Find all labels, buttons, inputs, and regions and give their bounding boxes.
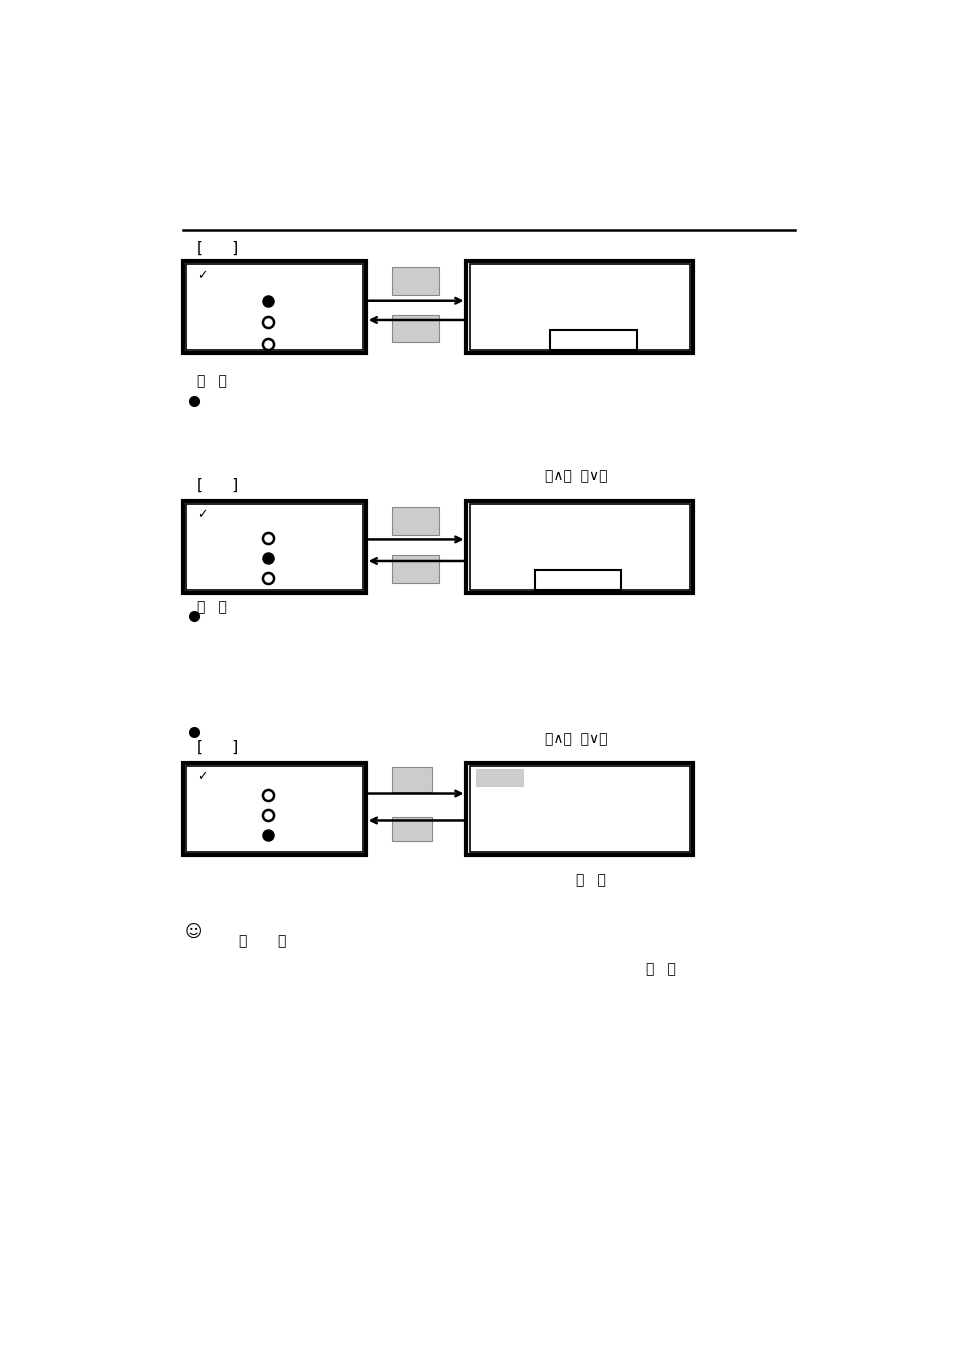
Bar [186, 504, 362, 590]
Bar [534, 570, 620, 590]
Bar [186, 263, 362, 350]
Bar [392, 816, 432, 842]
Bar [466, 763, 692, 855]
Bar [469, 263, 689, 350]
Text: ✓: ✓ [196, 270, 207, 282]
Text: ✓: ✓ [196, 508, 207, 521]
Text: ✓: ✓ [196, 770, 207, 784]
Text: 【   】: 【 】 [645, 962, 676, 975]
Bar [392, 507, 438, 535]
Text: [      ]: [ ] [196, 240, 237, 255]
Bar [183, 763, 365, 855]
Text: 【   】: 【 】 [196, 374, 227, 389]
Bar [392, 555, 438, 582]
Text: 【∧】  【∨】: 【∧】 【∨】 [545, 469, 607, 484]
Text: [      ]: [ ] [196, 740, 237, 755]
Text: ☺: ☺ [184, 923, 201, 942]
Bar [469, 766, 689, 852]
Bar [392, 315, 438, 342]
Bar [550, 330, 637, 350]
Bar [466, 261, 692, 353]
Bar [392, 267, 438, 295]
Text: 【∧】  【∨】: 【∧】 【∨】 [545, 732, 607, 747]
Bar [183, 501, 365, 593]
Bar [183, 261, 365, 353]
Bar [476, 769, 523, 788]
Text: 【   】: 【 】 [196, 600, 227, 615]
Bar [392, 767, 432, 792]
Text: 【   】: 【 】 [576, 873, 606, 886]
Bar [466, 501, 692, 593]
Bar [186, 766, 362, 852]
Text: [      ]: [ ] [196, 478, 237, 493]
Text: 【       】: 【 】 [239, 935, 287, 948]
Bar [469, 504, 689, 590]
